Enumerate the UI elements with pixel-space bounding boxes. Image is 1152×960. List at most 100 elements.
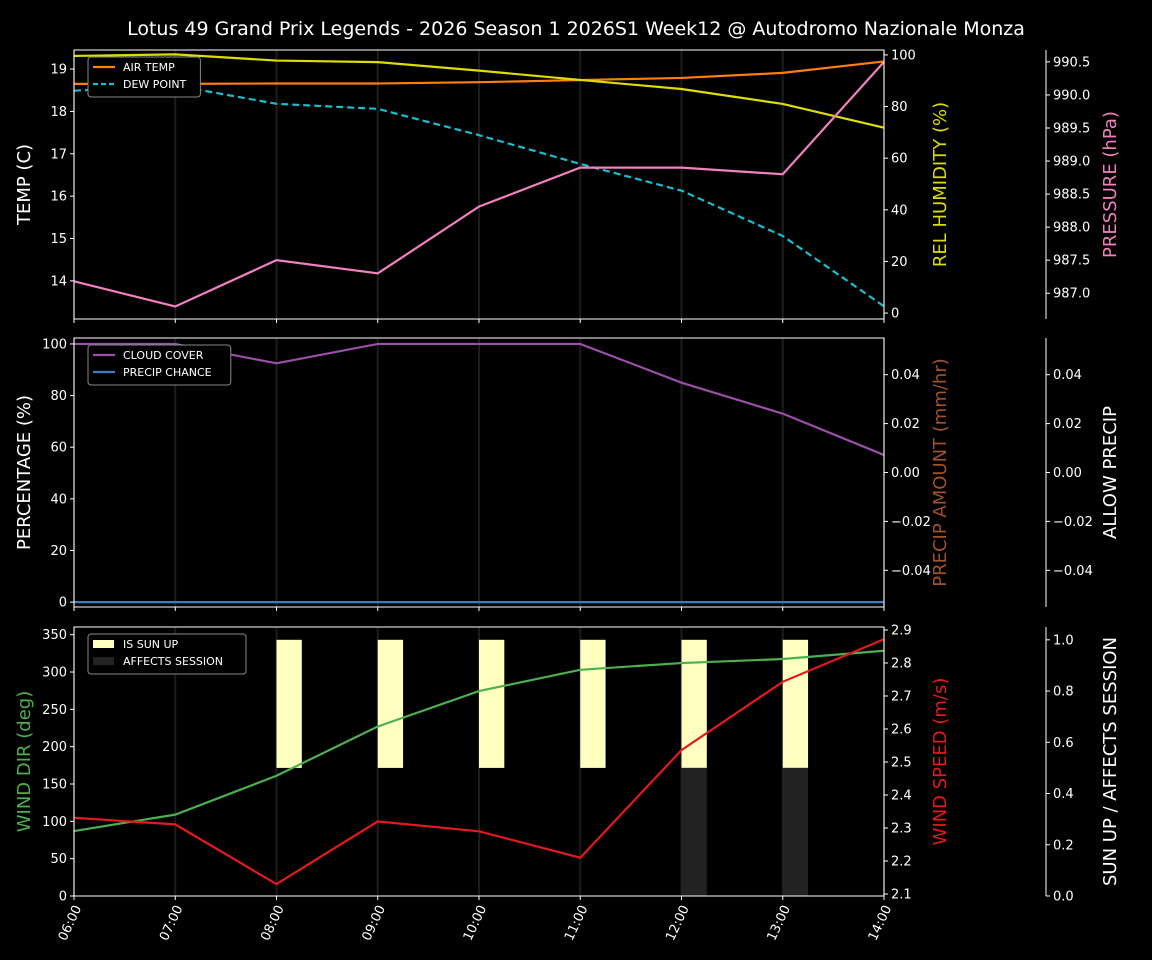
y-tick-label: 988.0: [1053, 221, 1090, 236]
y-tick-label: 0.04: [1053, 368, 1082, 383]
y-tick-label: 2.9: [891, 623, 912, 638]
y-tick-label: 0.2: [1053, 838, 1074, 853]
y-tick-label: 50: [50, 852, 67, 867]
legend-label: DEW POINT: [123, 78, 187, 91]
y-tick-label: 0.00: [1053, 466, 1082, 481]
axis-label-left: WIND DIR (deg): [14, 691, 35, 833]
y-tick-label: 0.02: [1053, 417, 1082, 432]
y-tick-label: 19: [50, 63, 67, 78]
sun-up-bar: [580, 639, 606, 768]
y-tick-label: 60: [50, 441, 67, 456]
affects-session-bar: [681, 767, 707, 896]
y-tick-label: 0.4: [1053, 787, 1074, 802]
axis-label-right: REL HUMIDITY (%): [930, 102, 951, 267]
legend-box: [87, 633, 247, 675]
legend-box: [87, 344, 232, 386]
legend: AIR TEMP DEW POINT: [87, 56, 201, 98]
sun-up-bar: [782, 639, 809, 768]
y-tick-label: 150: [42, 778, 67, 793]
legend-label: IS SUN UP: [123, 638, 179, 651]
y-tick-label: −0.04: [891, 564, 931, 579]
y-tick-label: 0: [59, 890, 67, 905]
legend-swatch: [93, 657, 114, 665]
y-tick-label: 0.02: [891, 417, 920, 432]
y-tick-label: 250: [42, 703, 67, 718]
panel-3: 0 50 100 150 200 250 300 350 WIND DIR (deg) 2.1 2.…: [14, 623, 1121, 943]
y-tick-label: 987.5: [1053, 254, 1090, 269]
y-tick-label: 80: [50, 389, 67, 404]
series-line-left: [73, 649, 885, 833]
axis-label-right2: ALLOW PRECIP: [1100, 406, 1121, 539]
y-tick-label: 17: [50, 147, 67, 162]
x-tick-label: 09:00: [360, 903, 389, 943]
y-tick-label: 100: [891, 48, 916, 63]
y-tick-label: 80: [891, 100, 908, 115]
axis-label-left: TEMP (C): [14, 144, 35, 226]
y-tick-label: 0: [59, 596, 67, 611]
legend-label: CLOUD COVER: [123, 349, 204, 362]
sun-up-bar: [377, 639, 404, 768]
y-tick-label: 2.3: [891, 822, 912, 837]
y-tick-label: 40: [50, 492, 67, 507]
y-tick-label: 16: [50, 190, 67, 205]
series-line-dew-point: [73, 84, 885, 308]
y-tick-label: −0.02: [1053, 515, 1093, 530]
panel-1: 14 15 16 17 18 19 TEMP (C) 0 20 40 60 80 100 REL HUMI…: [14, 48, 1121, 323]
axis-label-right: WIND SPEED (m/s): [930, 678, 951, 846]
y-tick-label: 200: [42, 740, 67, 755]
y-tick-label: 989.0: [1053, 155, 1090, 170]
y-tick-label: 2.5: [891, 755, 912, 770]
y-tick-label: 350: [42, 628, 67, 643]
sun-up-bar: [276, 639, 302, 768]
x-tick-label: 06:00: [56, 903, 85, 943]
x-tick-label: 14:00: [866, 903, 895, 943]
y-tick-label: 0.0: [1053, 890, 1074, 905]
legend-swatch: [93, 640, 114, 648]
y-tick-label: 0.8: [1053, 685, 1074, 700]
x-tick-label: 13:00: [765, 903, 794, 943]
axis-label-right2: PRESSURE (hPa): [1100, 111, 1121, 258]
x-tick-label: 10:00: [461, 903, 490, 943]
x-tick-label: 11:00: [562, 903, 591, 943]
y-tick-label: 987.0: [1053, 287, 1090, 302]
sun-up-bar: [479, 639, 505, 768]
series-line-right: [73, 53, 885, 129]
panel-2: 0 20 40 60 80 100 PERCENTAGE (%) −0.04 −0.02 0.00…: [14, 337, 1121, 611]
y-tick-label: 300: [42, 666, 67, 681]
legend: CLOUD COVER PRECIP CHANCE: [87, 344, 232, 386]
legend-label: PRECIP CHANCE: [123, 366, 212, 379]
series-line-right2: [73, 61, 885, 308]
y-tick-label: 2.7: [891, 689, 912, 704]
y-tick-label: 990.0: [1053, 88, 1090, 103]
y-tick-label: 2.4: [891, 789, 912, 804]
y-tick-label: 18: [50, 105, 67, 120]
x-tick-label: 07:00: [157, 903, 186, 943]
y-tick-label: 0: [891, 307, 899, 322]
x-tick-label: 12:00: [663, 903, 692, 943]
y-tick-label: 989.5: [1053, 121, 1090, 136]
series-line-right: [73, 638, 885, 886]
legend: IS SUN UP AFFECTS SESSION: [87, 633, 247, 675]
y-tick-label: 20: [50, 544, 67, 559]
y-tick-label: 14: [50, 274, 67, 289]
y-tick-label: 100: [42, 815, 67, 830]
y-tick-label: 990.5: [1053, 55, 1090, 70]
y-tick-label: 988.5: [1053, 188, 1090, 203]
y-tick-label: 0.00: [891, 466, 920, 481]
x-tick-label: 08:00: [258, 903, 287, 943]
axis-label-left: PERCENTAGE (%): [14, 395, 35, 550]
y-tick-label: −0.04: [1053, 564, 1093, 579]
y-tick-label: 0.6: [1053, 736, 1074, 751]
y-tick-label: 60: [891, 152, 908, 167]
y-tick-label: 40: [891, 203, 908, 218]
y-tick-label: 0.04: [891, 368, 920, 383]
y-tick-label: 20: [891, 255, 908, 270]
y-tick-label: 2.2: [891, 855, 912, 870]
legend-label: AIR TEMP: [123, 61, 175, 74]
affects-session-bar: [782, 767, 809, 896]
y-tick-label: 1.0: [1053, 633, 1074, 648]
axis-label-right2: SUN UP / AFFECTS SESSION: [1100, 637, 1121, 886]
y-tick-label: 2.1: [891, 888, 912, 903]
y-tick-label: 2.8: [891, 656, 912, 671]
